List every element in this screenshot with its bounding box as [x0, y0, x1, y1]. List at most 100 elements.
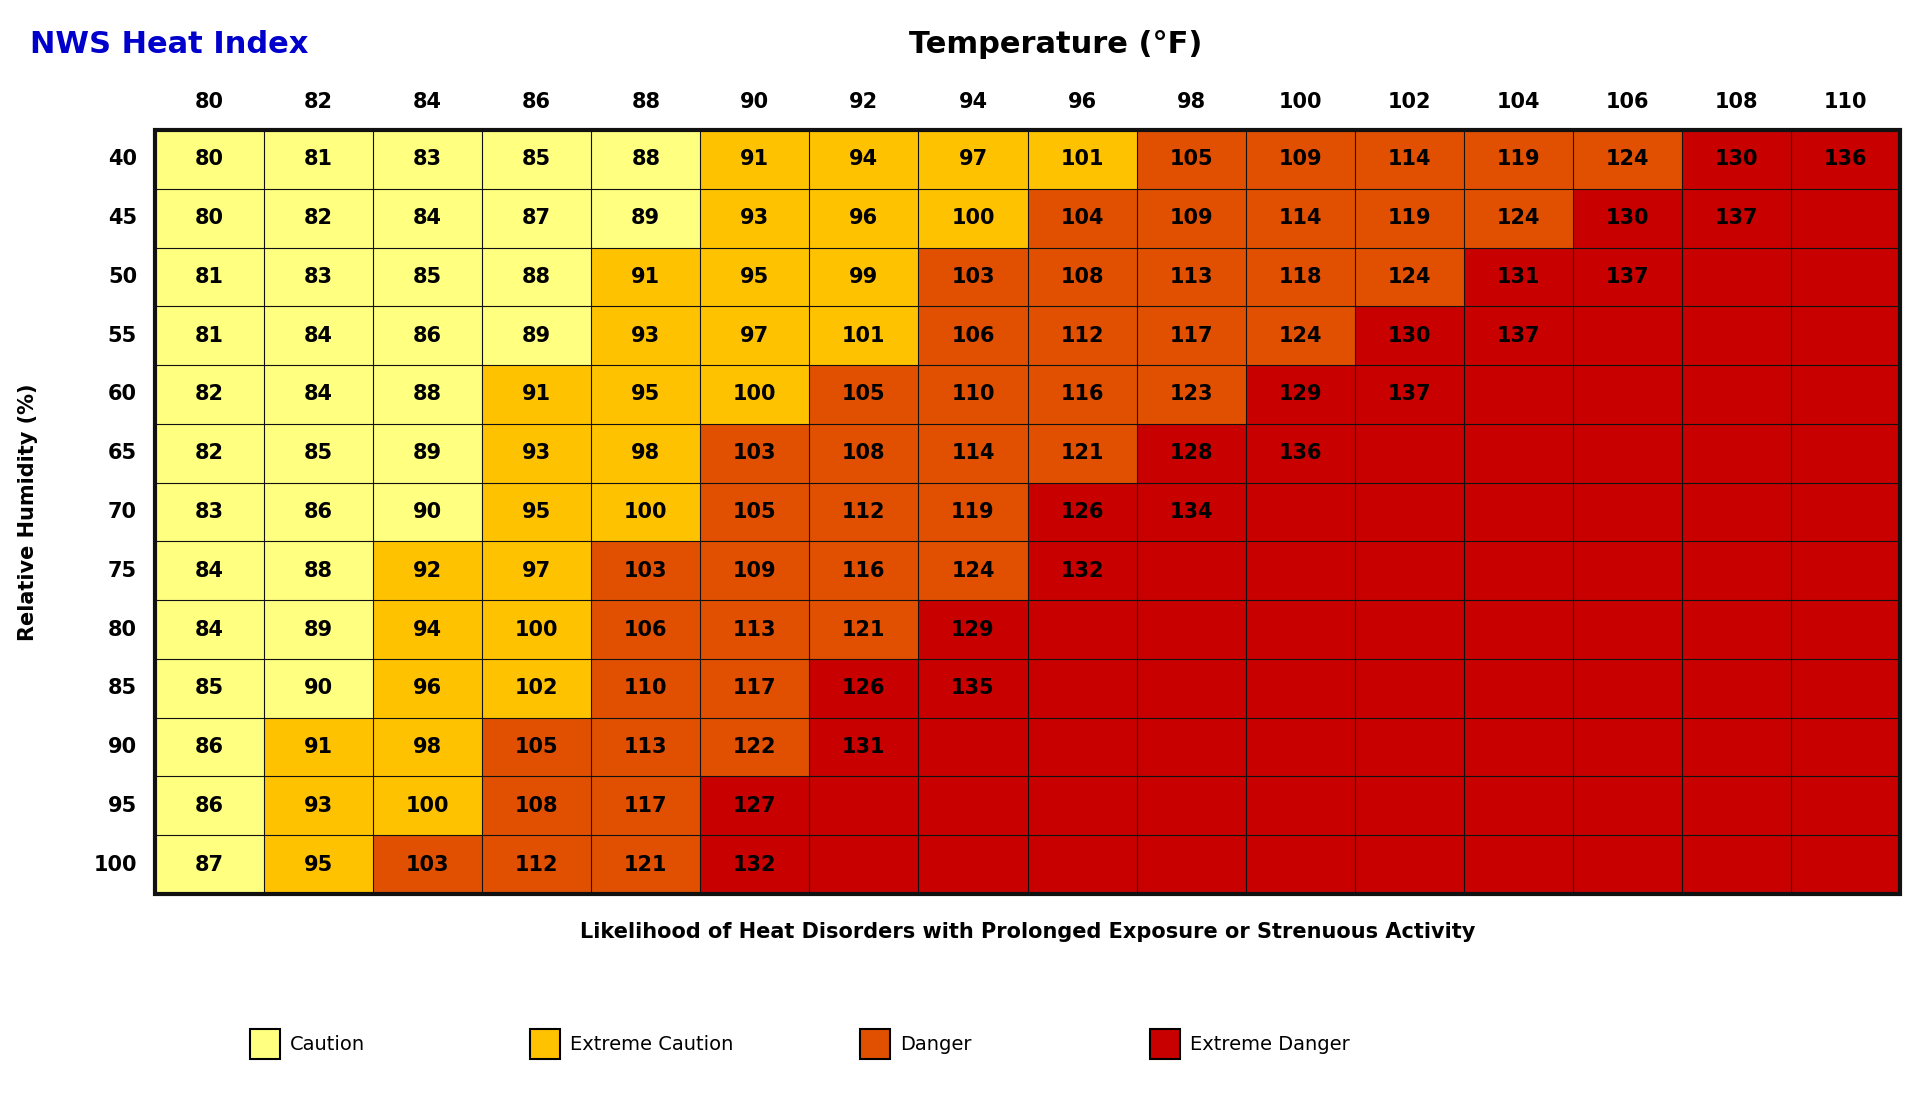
Text: 106: 106 — [950, 325, 995, 346]
Bar — [1356, 777, 1463, 835]
Bar — [482, 130, 591, 189]
Text: 116: 116 — [1060, 385, 1104, 404]
Text: 82: 82 — [303, 208, 332, 229]
Bar — [1791, 130, 1901, 189]
Bar — [1246, 189, 1356, 247]
Text: 136: 136 — [1279, 443, 1321, 464]
Bar — [1791, 659, 1901, 718]
Text: 98: 98 — [413, 737, 442, 757]
Bar — [482, 189, 591, 247]
Text: 81: 81 — [303, 149, 332, 169]
Bar — [810, 424, 918, 482]
Text: 97: 97 — [522, 560, 551, 580]
Text: 110: 110 — [1824, 92, 1868, 112]
Bar — [372, 424, 482, 482]
Bar — [1791, 189, 1901, 247]
Text: 91: 91 — [741, 149, 770, 169]
Bar — [1682, 542, 1791, 600]
Text: 85: 85 — [303, 443, 334, 464]
Text: 80: 80 — [196, 149, 225, 169]
Text: Extreme Caution: Extreme Caution — [570, 1034, 733, 1054]
Text: 102: 102 — [515, 678, 559, 698]
Text: 91: 91 — [632, 267, 660, 287]
Bar — [1463, 365, 1572, 424]
Bar — [156, 189, 265, 247]
Text: 137: 137 — [1388, 385, 1430, 404]
Bar — [1572, 777, 1682, 835]
Text: 83: 83 — [196, 502, 225, 522]
Bar — [1463, 600, 1572, 659]
Text: 100: 100 — [94, 855, 136, 875]
Bar — [810, 189, 918, 247]
Bar — [918, 365, 1027, 424]
Text: 109: 109 — [1169, 208, 1213, 229]
Bar — [1572, 659, 1682, 718]
Text: 119: 119 — [950, 502, 995, 522]
Bar — [265, 424, 372, 482]
Text: 116: 116 — [843, 560, 885, 580]
Bar — [1682, 718, 1791, 777]
Text: 80: 80 — [108, 620, 136, 640]
Bar — [1791, 424, 1901, 482]
Text: 132: 132 — [1060, 560, 1104, 580]
Text: 131: 131 — [1496, 267, 1540, 287]
Bar — [1246, 659, 1356, 718]
Bar — [701, 189, 810, 247]
Text: 113: 113 — [733, 620, 776, 640]
Text: 105: 105 — [1169, 149, 1213, 169]
Text: 96: 96 — [849, 208, 879, 229]
Bar — [591, 600, 701, 659]
Text: 85: 85 — [413, 267, 442, 287]
Bar — [1137, 718, 1246, 777]
Bar — [372, 365, 482, 424]
Bar — [1356, 718, 1463, 777]
Bar — [1572, 718, 1682, 777]
Text: 100: 100 — [405, 796, 449, 815]
Text: 89: 89 — [522, 325, 551, 346]
Bar — [1137, 307, 1246, 365]
Bar — [482, 835, 591, 893]
Text: 100: 100 — [624, 502, 668, 522]
Text: 135: 135 — [950, 678, 995, 698]
Bar — [1682, 307, 1791, 365]
Bar — [918, 130, 1027, 189]
Text: 129: 129 — [1279, 385, 1323, 404]
Bar — [482, 542, 591, 600]
Bar — [1027, 542, 1137, 600]
Text: 87: 87 — [522, 208, 551, 229]
Text: 93: 93 — [522, 443, 551, 464]
Text: 113: 113 — [1169, 267, 1213, 287]
Bar — [1682, 424, 1791, 482]
Bar — [1572, 835, 1682, 893]
Text: 105: 105 — [515, 737, 559, 757]
Bar — [530, 1029, 561, 1059]
Bar — [701, 600, 810, 659]
Bar — [918, 189, 1027, 247]
Bar — [701, 307, 810, 365]
Text: 85: 85 — [196, 678, 225, 698]
Bar — [372, 482, 482, 542]
Bar — [482, 482, 591, 542]
Text: 92: 92 — [413, 560, 442, 580]
Text: 114: 114 — [1279, 208, 1321, 229]
Text: 109: 109 — [1279, 149, 1323, 169]
Bar — [1150, 1029, 1181, 1059]
Bar — [918, 482, 1027, 542]
Text: 84: 84 — [196, 560, 225, 580]
Bar — [1572, 542, 1682, 600]
Bar — [156, 835, 265, 893]
Bar — [1463, 718, 1572, 777]
Bar — [1682, 247, 1791, 307]
Bar — [1791, 365, 1901, 424]
Text: 89: 89 — [632, 208, 660, 229]
Bar — [1572, 189, 1682, 247]
Bar — [156, 130, 265, 189]
Bar — [1682, 777, 1791, 835]
Bar — [1246, 424, 1356, 482]
Bar — [265, 130, 372, 189]
Text: 81: 81 — [196, 267, 225, 287]
Bar — [156, 600, 265, 659]
Bar — [1246, 307, 1356, 365]
Bar — [265, 189, 372, 247]
Bar — [1246, 542, 1356, 600]
